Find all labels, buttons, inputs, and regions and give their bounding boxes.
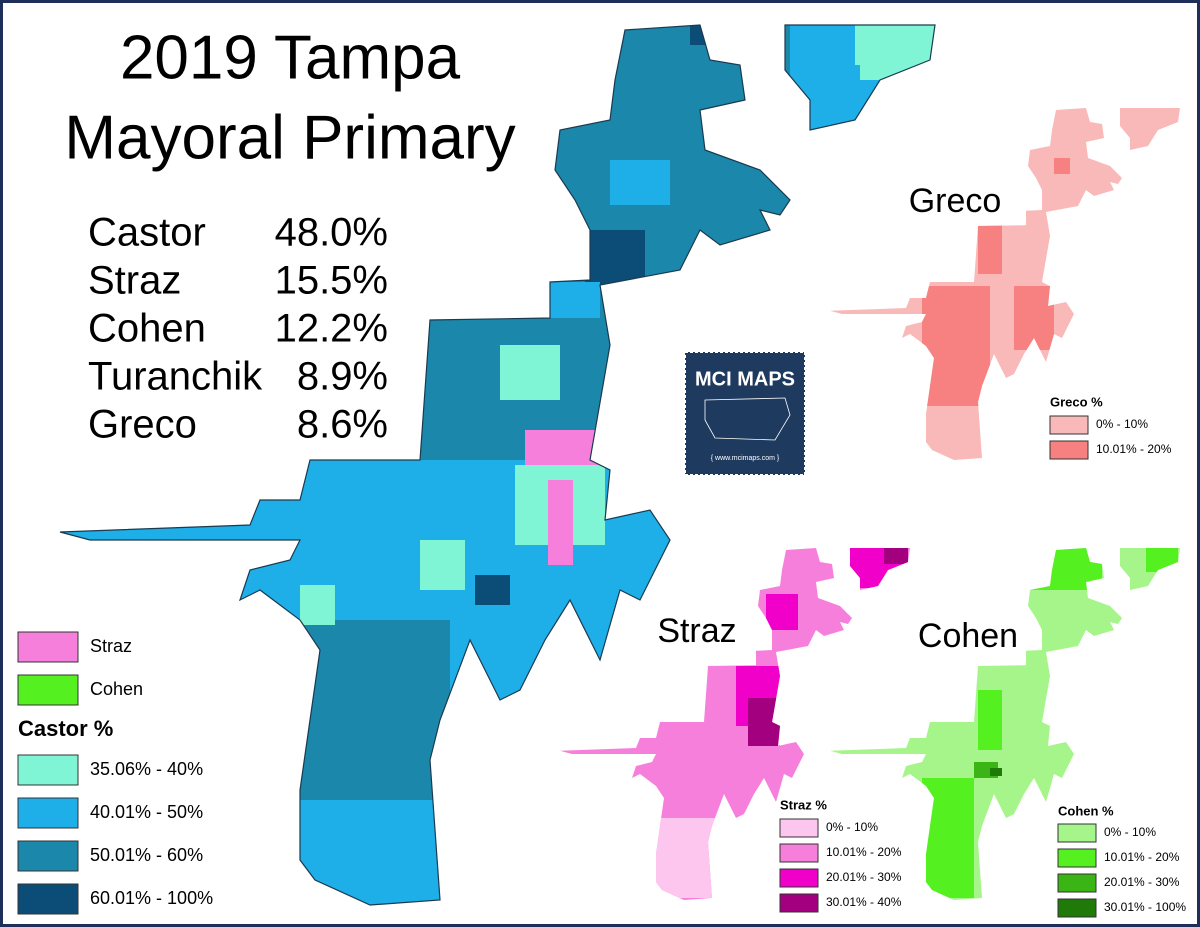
candidate: Straz	[88, 259, 181, 303]
region	[656, 818, 716, 898]
region	[585, 230, 645, 285]
region	[548, 480, 573, 565]
legend-label: 10.01% - 20%	[826, 845, 902, 859]
legend-label: Cohen	[90, 679, 143, 699]
map-title: Greco	[909, 182, 1002, 220]
share: 12.2%	[275, 307, 388, 351]
legend-label: Straz	[90, 636, 132, 656]
region	[610, 160, 670, 205]
legend-swatch	[1057, 848, 1097, 868]
legend-swatch	[779, 843, 819, 863]
legend-swatch	[779, 868, 819, 888]
legend-label: 0% - 10%	[1096, 417, 1148, 431]
legend-swatch	[1049, 415, 1089, 435]
share: 8.9%	[297, 355, 388, 399]
region	[766, 594, 798, 630]
region	[978, 690, 1002, 750]
legend-label: 35.06% - 40%	[90, 759, 203, 779]
legend-swatch	[17, 883, 79, 915]
legend-title: Castor %	[18, 716, 113, 741]
legend-label: 30.01% - 40%	[826, 895, 902, 909]
share: 15.5%	[275, 259, 388, 303]
legend-label: 10.01% - 20%	[1096, 442, 1172, 456]
map-title: Cohen	[918, 617, 1018, 655]
legend-title: Straz %	[780, 797, 827, 812]
logo-url: { www.mcimaps.com }	[711, 455, 780, 462]
logo-name: MCI MAPS	[695, 368, 795, 390]
region	[420, 540, 465, 590]
legend-swatch	[779, 818, 819, 838]
share: 48.0%	[275, 211, 388, 255]
legend-label: 20.01% - 30%	[1104, 875, 1180, 889]
legend-swatch	[1057, 898, 1097, 918]
region	[300, 585, 335, 625]
candidate: Cohen	[88, 307, 206, 351]
legend-swatch	[17, 674, 79, 706]
legend-title: Cohen %	[1058, 803, 1114, 818]
legend-label: 0% - 10%	[826, 820, 878, 834]
legend-label: 20.01% - 30%	[826, 870, 902, 884]
legends: Straz Cohen Castor % 35.06% - 40% 40.01% - 5…	[17, 394, 1186, 918]
legend-swatch	[17, 754, 79, 786]
legend-swatch	[17, 797, 79, 829]
region	[884, 548, 908, 564]
region	[300, 620, 450, 800]
legend-label: 0% - 10%	[1104, 825, 1156, 839]
region	[550, 282, 600, 318]
title-line: 2019 Tampa	[120, 23, 461, 92]
legend-label: 30.01% - 100%	[1104, 900, 1186, 914]
region	[990, 768, 1002, 776]
map-title: Straz	[657, 612, 736, 650]
candidate: Greco	[88, 403, 197, 447]
legend-label: 50.01% - 60%	[90, 845, 203, 865]
results: Castor 48.0% Straz 15.5% Cohen 12.2% Turanchik…	[88, 211, 388, 447]
legend-label: 10.01% - 20%	[1104, 850, 1180, 864]
legend-title: Greco %	[1050, 394, 1103, 409]
candidate: Castor	[88, 211, 206, 255]
region	[500, 345, 560, 400]
legend-swatch	[1057, 823, 1097, 843]
candidate: Turanchik	[88, 355, 263, 399]
legend-swatch	[779, 893, 819, 913]
share: 8.6%	[297, 403, 388, 447]
title-line: Mayoral Primary	[64, 103, 515, 172]
legend-label: 60.01% - 100%	[90, 888, 213, 908]
legend-swatch	[1049, 440, 1089, 460]
region	[922, 286, 990, 406]
legend-swatch	[17, 840, 79, 872]
legend-swatch	[17, 631, 79, 663]
region	[475, 575, 510, 605]
region	[1054, 158, 1070, 174]
legend-label: 40.01% - 50%	[90, 802, 203, 822]
logo: MCI MAPS { www.mcimaps.com }	[684, 351, 806, 476]
legend-swatch	[1057, 873, 1097, 893]
